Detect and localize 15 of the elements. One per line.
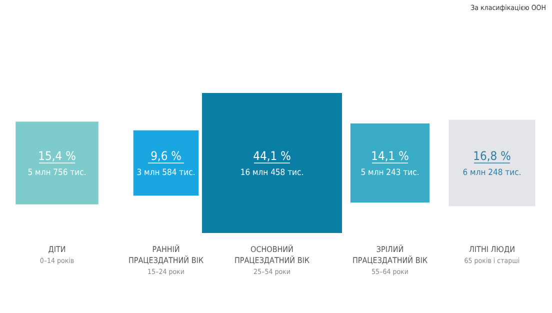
category-label: ДІТИ <box>48 245 66 254</box>
category-label: ОСНОВНИЙ ПРАЦЕЗДАТНИЙ ВІК <box>234 244 310 265</box>
text: 5 млн 756 тис. <box>28 168 86 178</box>
data-label: 16,8 % <box>473 149 511 163</box>
text: 5 млн 243 тис. <box>360 168 420 178</box>
text: 16 млн 458 тис. <box>240 168 304 178</box>
data-label: 9,6 % <box>150 149 182 163</box>
text: 3 млн 584 тис. <box>136 168 196 178</box>
data-label: 14,1 % <box>371 149 409 163</box>
text: 6 млн 248 тис. <box>462 168 522 178</box>
data-label: 15,4 % <box>38 149 76 163</box>
data-label: 44,1 % <box>253 149 291 163</box>
category-label: ЗРІЛИЙ ПРАЦЕЗДАТНИЙ ВІК <box>352 244 428 265</box>
category-label: ЛІТНІ ЛЮДИ <box>469 245 515 254</box>
category-label: РАННІЙ ПРАЦЕЗДАТНИЙ ВІК <box>128 244 204 265</box>
